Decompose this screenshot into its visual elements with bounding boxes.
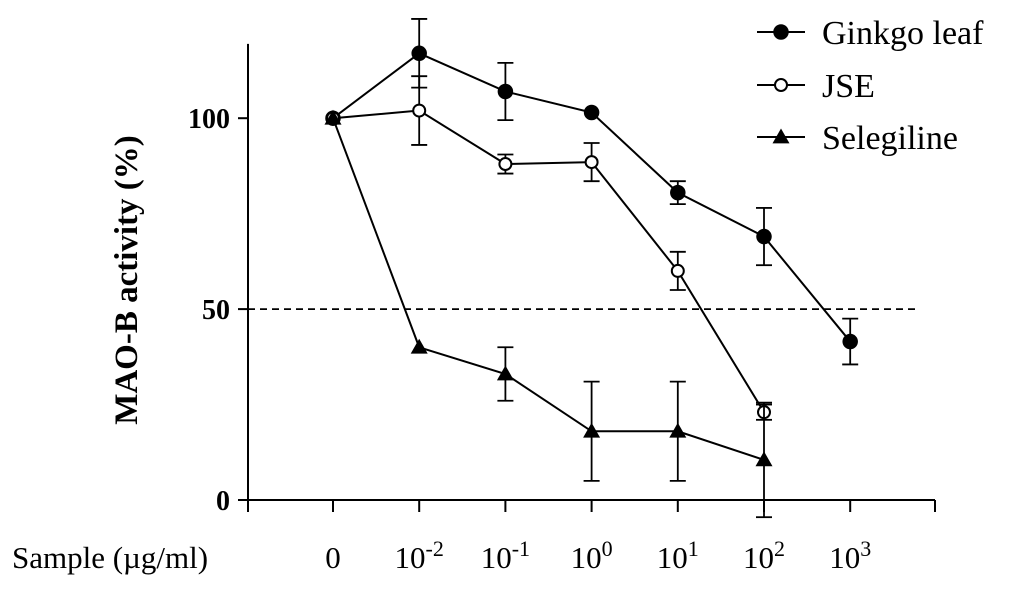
data-point	[324, 109, 342, 125]
data-point	[584, 155, 599, 170]
x-tick-label: 103	[829, 536, 871, 575]
series-line	[332, 117, 765, 461]
x-tick-label: 101	[657, 536, 699, 575]
legend-label: Ginkgo leaf	[822, 15, 984, 52]
data-point	[583, 422, 601, 438]
data-point	[774, 78, 788, 92]
x-tick-label: 102	[743, 536, 785, 575]
series-selegiline	[324, 109, 773, 519]
data-point	[670, 263, 685, 278]
data-point	[412, 103, 427, 118]
x-axis-label: Sample (µg/ml)	[12, 540, 208, 575]
legend-label: Selegiline	[822, 120, 958, 157]
data-point	[755, 451, 773, 467]
axes: 0 50 100 0 10-2 10-1 100 101 102 103	[188, 43, 936, 575]
x-tick-label: 0	[325, 540, 341, 575]
series-jse	[326, 75, 772, 421]
y-tick-label: 0	[216, 486, 230, 517]
data-point	[583, 104, 600, 121]
x-tick-label: 10-1	[481, 536, 530, 575]
data-point	[772, 128, 790, 144]
legend-item: JSE	[757, 68, 875, 105]
data-point	[670, 184, 686, 201]
legend-item: Selegiline	[757, 120, 958, 157]
data-point	[411, 45, 427, 62]
series-ginkgo-leaf	[325, 18, 859, 366]
series-line	[332, 109, 765, 413]
data-point	[410, 338, 428, 354]
legend-label: JSE	[822, 68, 875, 105]
legend: Ginkgo leaf JSE Selegiline	[757, 15, 984, 157]
data-point	[497, 83, 514, 100]
series-group	[324, 18, 859, 519]
data-point	[773, 24, 789, 40]
data-point	[669, 422, 687, 438]
y-axis-label: MAO-B activity (%)	[109, 135, 145, 425]
data-point	[496, 365, 514, 381]
legend-item: Ginkgo leaf	[757, 15, 984, 52]
x-tick-label: 10-2	[395, 536, 444, 575]
y-tick-label: 100	[188, 104, 230, 135]
x-tick-label: 100	[571, 536, 613, 575]
y-tick-label: 50	[202, 295, 230, 326]
data-point	[842, 333, 858, 350]
series-line	[332, 52, 851, 343]
data-point	[756, 228, 772, 245]
data-point	[498, 157, 513, 172]
